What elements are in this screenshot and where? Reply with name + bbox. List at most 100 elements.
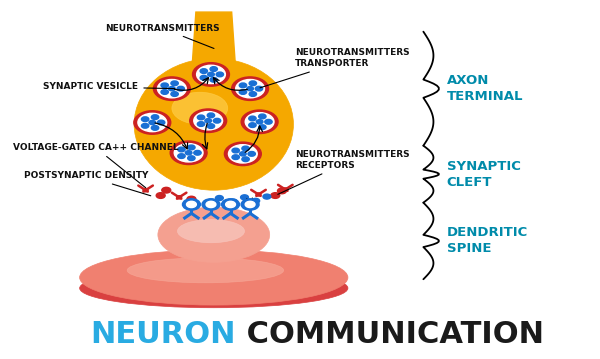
Circle shape: [265, 120, 272, 124]
Circle shape: [185, 151, 192, 155]
Circle shape: [162, 187, 171, 193]
Circle shape: [249, 116, 256, 121]
Circle shape: [249, 92, 257, 96]
Text: SYNAPTIC VESICLE: SYNAPTIC VESICLE: [43, 82, 175, 92]
Circle shape: [169, 87, 175, 91]
Circle shape: [247, 87, 253, 91]
Circle shape: [151, 115, 159, 120]
Circle shape: [161, 90, 169, 94]
Ellipse shape: [172, 92, 228, 124]
Text: NEUROTRANSMITTERS
TRANSPORTER: NEUROTRANSMITTERS TRANSPORTER: [260, 48, 409, 88]
Circle shape: [204, 200, 212, 205]
Circle shape: [151, 126, 159, 130]
Circle shape: [208, 72, 214, 76]
Circle shape: [226, 201, 235, 208]
Circle shape: [174, 144, 203, 162]
Circle shape: [252, 199, 260, 203]
Circle shape: [236, 79, 265, 98]
Circle shape: [277, 188, 286, 194]
Ellipse shape: [134, 59, 293, 190]
Circle shape: [188, 156, 195, 160]
Circle shape: [229, 199, 237, 204]
Polygon shape: [191, 12, 236, 76]
Circle shape: [255, 86, 263, 91]
Circle shape: [256, 193, 261, 196]
Text: SYNAPTIC
CLEFT: SYNAPTIC CLEFT: [447, 160, 521, 189]
Text: AXON
TERMINAL: AXON TERMINAL: [447, 74, 523, 103]
Circle shape: [143, 188, 148, 192]
Circle shape: [149, 120, 155, 125]
Polygon shape: [183, 69, 245, 112]
Circle shape: [171, 81, 178, 86]
Circle shape: [239, 90, 247, 94]
Circle shape: [242, 146, 249, 151]
Circle shape: [157, 79, 186, 98]
Circle shape: [134, 111, 171, 134]
Circle shape: [188, 145, 195, 150]
Circle shape: [142, 117, 149, 122]
Circle shape: [221, 199, 239, 210]
Circle shape: [197, 115, 205, 120]
Circle shape: [138, 113, 167, 132]
Circle shape: [187, 196, 196, 202]
Circle shape: [207, 113, 215, 118]
Circle shape: [229, 145, 257, 163]
Text: POSTSYNAPTIC DENSITY: POSTSYNAPTIC DENSITY: [24, 172, 151, 196]
Circle shape: [176, 196, 182, 199]
Circle shape: [142, 123, 149, 128]
Circle shape: [210, 67, 217, 71]
Ellipse shape: [80, 250, 348, 305]
Circle shape: [232, 155, 239, 159]
Circle shape: [210, 78, 217, 82]
Ellipse shape: [178, 220, 245, 243]
Circle shape: [161, 83, 169, 88]
Circle shape: [216, 72, 224, 77]
Circle shape: [170, 141, 207, 164]
Circle shape: [283, 188, 288, 191]
Ellipse shape: [127, 258, 284, 283]
Circle shape: [205, 118, 212, 123]
Circle shape: [249, 123, 256, 127]
Text: DENDRITIC
SPINE: DENDRITIC SPINE: [447, 227, 528, 256]
Circle shape: [200, 69, 208, 74]
Circle shape: [178, 147, 185, 152]
Circle shape: [157, 120, 165, 125]
Circle shape: [248, 151, 256, 156]
Circle shape: [249, 81, 257, 86]
Circle shape: [190, 109, 227, 132]
Circle shape: [197, 65, 226, 84]
Circle shape: [232, 148, 239, 153]
Text: NEURON: NEURON: [91, 320, 236, 349]
Text: NEUROTRANSMITTERS: NEUROTRANSMITTERS: [105, 24, 220, 48]
Circle shape: [215, 196, 223, 201]
Circle shape: [263, 194, 271, 199]
Circle shape: [156, 193, 165, 199]
Text: NEUROTRANSMITTERS
RECEPTORS: NEUROTRANSMITTERS RECEPTORS: [278, 150, 409, 194]
Circle shape: [193, 63, 229, 86]
Circle shape: [241, 199, 259, 210]
Circle shape: [197, 122, 205, 126]
Circle shape: [206, 201, 216, 208]
Circle shape: [187, 201, 196, 208]
Circle shape: [245, 201, 255, 208]
Circle shape: [241, 110, 278, 134]
Circle shape: [154, 77, 190, 101]
Circle shape: [214, 118, 221, 123]
Circle shape: [271, 193, 280, 199]
Circle shape: [171, 92, 178, 96]
Circle shape: [224, 142, 261, 165]
Circle shape: [241, 195, 248, 200]
Circle shape: [200, 75, 208, 80]
Circle shape: [202, 199, 220, 210]
Circle shape: [239, 83, 247, 88]
Circle shape: [239, 152, 246, 156]
Ellipse shape: [80, 269, 348, 308]
Ellipse shape: [158, 207, 269, 262]
Circle shape: [245, 113, 274, 131]
Circle shape: [182, 199, 200, 210]
Circle shape: [207, 124, 215, 129]
Circle shape: [232, 77, 269, 101]
Circle shape: [177, 86, 184, 91]
Circle shape: [259, 114, 266, 119]
Circle shape: [194, 112, 223, 130]
